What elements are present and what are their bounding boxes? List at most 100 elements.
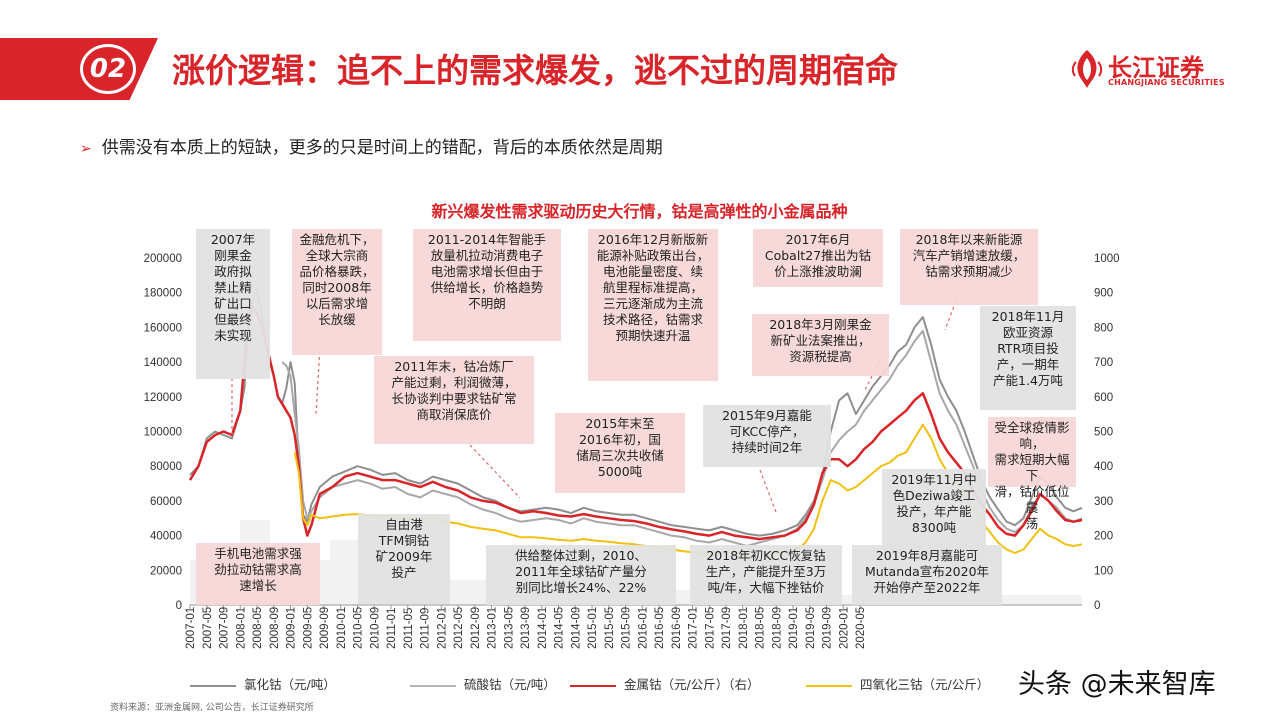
x-tick-label: 2016-01 — [637, 607, 649, 649]
y-right-tick-label: 0 — [1094, 600, 1100, 612]
arrow-right-icon: ➢ — [80, 141, 92, 157]
x-tick-label: 2020-05 — [855, 607, 867, 649]
x-tick-label: 2008-09 — [269, 607, 281, 649]
x-tick-label: 2015-05 — [604, 607, 616, 649]
x-tick-label: 2013-05 — [503, 607, 515, 649]
x-tick-label: 2012-01 — [436, 607, 448, 649]
chart-annotation: 2016年12月新版新 能源补贴政策出台， 电池能量密度、续 航里程标准提高， … — [588, 229, 718, 381]
chart-annotation: 2018年以来新能源 汽车产销增速放缓， 钴需求预期减少 — [900, 229, 1038, 305]
series-line-2 — [188, 305, 1083, 541]
x-tick-label: 2014-09 — [570, 607, 582, 649]
x-tick-label: 2012-09 — [470, 607, 482, 649]
y-left-tick-label: 80000 — [150, 461, 182, 473]
x-tick-label: 2009-01 — [286, 607, 298, 649]
x-tick-label: 2018-01 — [738, 607, 750, 649]
y-right-tick-label: 300 — [1094, 496, 1113, 508]
page-title: 涨价逻辑：追不上的需求爆发，逃不过的周期宿命 — [172, 51, 898, 90]
chart-annotation: 2018年3月刚果金 新矿业法案推出， 资源税提高 — [752, 314, 889, 376]
y-left-tick-label: 40000 — [150, 531, 182, 543]
chart-title: 新兴爆发性需求驱动历史大行情，钴是高弹性的小金属品种 — [431, 202, 848, 221]
legend-item: 硫酸钴（元/吨） — [410, 674, 556, 693]
chart-annotation: 供给整体过剩，2010、 2011年全球钴矿产量分 别同比增长24%、22% — [486, 545, 676, 605]
legend-label: 氯化钴（元/吨） — [244, 677, 336, 692]
legend-swatch — [410, 684, 456, 687]
x-tick-label: 2009-09 — [319, 607, 331, 649]
company-logo: 长江证券 CHANGJIANG SECURITIES — [1070, 46, 1240, 96]
y-left-tick-label: 140000 — [144, 357, 182, 369]
y-left-tick-label: 60000 — [150, 496, 182, 508]
legend-label: 金属钴（元/公斤）（右） — [624, 677, 760, 692]
bullet-text: 供需没有本质上的短缺，更多的只是时间上的错配，背后的本质依然是周期 — [101, 138, 663, 158]
x-tick-label: 2007-01 — [185, 607, 197, 649]
x-tick-label: 2007-09 — [219, 607, 231, 649]
data-source: 资料来源：亚洲金属网, 公司公告，长江证券研究所 — [110, 703, 314, 713]
x-tick-label: 2020-01 — [838, 607, 850, 649]
y-right-tick-label: 200 — [1094, 531, 1113, 543]
section-number-badge: 02 — [80, 44, 136, 94]
watermark: 头条 @未来智库 — [1018, 669, 1216, 700]
chart-annotation: 2011-2014年智能手 放量机拉动消费电子 电池需求增长但由于 供给增长，价… — [413, 229, 561, 341]
y-right-tick-label: 900 — [1094, 288, 1113, 300]
y-right-tick-label: 500 — [1094, 427, 1113, 439]
chart-annotation: 2019年11月中 色Deziwa竣工 投产，年产能 8300吨 — [882, 469, 986, 557]
y-right-tick-label: 1000 — [1094, 253, 1120, 265]
annotation-pointer — [315, 344, 321, 416]
y-right-tick-label: 800 — [1094, 322, 1113, 334]
x-tick-label: 2017-01 — [688, 607, 700, 649]
annotation-pointer — [469, 444, 521, 499]
x-tick-label: 2011-09 — [420, 608, 432, 649]
y-right-tick-label: 100 — [1094, 565, 1113, 577]
x-tick-label: 2010-05 — [353, 607, 365, 649]
x-tick-label: 2008-01 — [235, 607, 247, 649]
y-right-tick-label: 400 — [1094, 461, 1113, 473]
chart-annotation: 2015年9月嘉能 可KCC停产， 持续时间2年 — [703, 405, 831, 467]
chart-annotation: 2019年8月嘉能可 Mutanda宣布2020年 开始停产至2022年 — [852, 545, 1002, 605]
x-tick-label: 2013-01 — [487, 607, 499, 649]
y-left-tick-label: 20000 — [150, 565, 182, 577]
x-tick-label: 2012-05 — [453, 607, 465, 649]
bullet-point: ➢ 供需没有本质上的短缺，更多的只是时间上的错配，背后的本质依然是周期 — [80, 133, 663, 158]
logo-english-name: CHANGJIANG SECURITIES — [1108, 78, 1225, 87]
chart-annotation: 2015年末至 2016年初，国 储局三次共收储 5000吨 — [555, 413, 685, 493]
legend-item: 四氧化三钴（元/公斤） — [806, 674, 989, 693]
legend-swatch — [806, 684, 852, 687]
y-left-tick-label: 120000 — [144, 392, 182, 404]
x-tick-label: 2016-05 — [654, 607, 666, 649]
x-tick-label: 2010-09 — [369, 607, 381, 649]
x-tick-label: 2014-05 — [554, 607, 566, 649]
chart-annotation: 受全球疫情影响， 需求短期大幅下 滑，钴价低位震 荡 — [988, 417, 1076, 531]
chart-annotation: 金融危机下， 全球大宗商 品价格暴跌， 同时2008年 以后需求增 长放缓 — [292, 229, 382, 355]
y-left-tick-label: 180000 — [144, 288, 182, 300]
chart-annotation: 2018年初KCC恢复钴 生产，产能提升至3万 吨/年，大幅下挫钴价 — [690, 545, 842, 605]
chart-annotation: 手机电池需求强 劲拉动钴需求高 速增长 — [196, 543, 320, 605]
x-tick-label: 2007-05 — [202, 607, 214, 649]
x-tick-label: 2019-05 — [805, 607, 817, 649]
x-tick-label: 2016-09 — [671, 607, 683, 649]
x-tick-label: 2011-01 — [386, 608, 398, 649]
x-tick-label: 2010-01 — [336, 607, 348, 649]
y-left-tick-label: 0 — [176, 600, 182, 612]
legend-swatch — [570, 684, 616, 687]
y-right-tick-label: 600 — [1094, 392, 1113, 404]
chart-annotation: 2017年6月 Cobalt27推出为钴 价上涨推波助澜 — [753, 229, 883, 287]
x-tick-label: 2008-05 — [252, 607, 264, 649]
annotation-pointer — [759, 469, 777, 513]
legend-item: 氯化钴（元/吨） — [190, 674, 336, 693]
y-left-tick-label: 200000 — [144, 253, 182, 265]
x-tick-label: 2014-01 — [537, 607, 549, 649]
chart-annotation: 2007年 刚果金 政府拟 禁止精 矿出口 但最终 未实现 — [196, 229, 270, 379]
legend-label: 四氧化三钴（元/公斤） — [860, 677, 990, 692]
x-tick-label: 2013-09 — [520, 607, 532, 649]
y-right-tick-label: 700 — [1094, 357, 1113, 369]
x-tick-label: 2015-01 — [587, 607, 599, 649]
legend-swatch — [190, 684, 236, 687]
series-line-1 — [281, 329, 1083, 547]
phoenix-logo-icon — [1071, 50, 1103, 88]
x-tick-label: 2019-01 — [788, 607, 800, 649]
chart-annotation: 2018年11月 欧亚资源 RTR项目投 产，一期年 产能1.4万吨 — [980, 306, 1076, 410]
y-left-tick-label: 100000 — [144, 427, 182, 439]
x-tick-label: 2018-09 — [771, 607, 783, 649]
x-tick-label: 2015-09 — [621, 607, 633, 649]
x-tick-label: 2018-05 — [755, 607, 767, 649]
x-tick-label: 2011-05 — [403, 608, 415, 649]
